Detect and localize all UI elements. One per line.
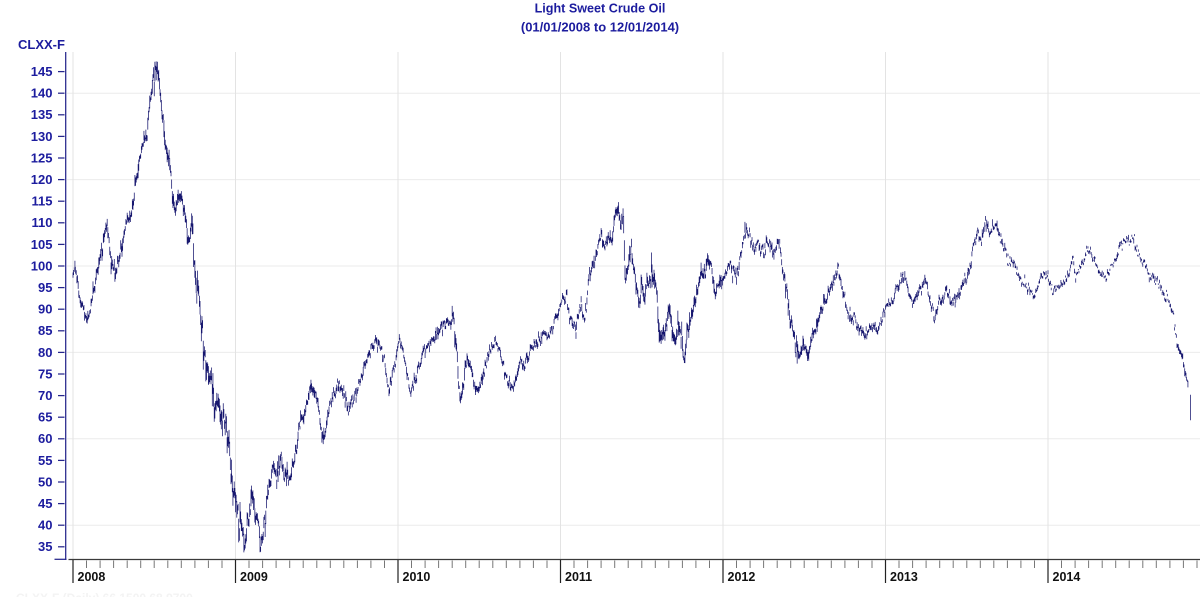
svg-text:40: 40 (38, 518, 52, 533)
svg-text:115: 115 (32, 194, 53, 209)
svg-text:95: 95 (38, 280, 52, 295)
svg-text:90: 90 (38, 302, 52, 317)
svg-text:55: 55 (38, 453, 52, 468)
svg-text:CLXX-F (Daily) 66.1500 68.97: CLXX-F (Daily) 66.1500 68.9700 (16, 591, 193, 597)
svg-text:60: 60 (38, 431, 52, 446)
svg-text:2014: 2014 (1053, 570, 1081, 584)
svg-text:75: 75 (38, 366, 52, 381)
svg-text:130: 130 (31, 129, 53, 144)
svg-text:2013: 2013 (890, 570, 918, 584)
svg-text:135: 135 (31, 107, 53, 122)
svg-text:120: 120 (31, 172, 53, 187)
svg-text:(01/01/2008 to 12/01/2014): (01/01/2008 to 12/01/2014) (521, 20, 679, 35)
svg-text:110: 110 (32, 215, 53, 230)
svg-text:140: 140 (31, 86, 53, 101)
svg-text:65: 65 (38, 410, 52, 425)
svg-text:50: 50 (38, 474, 52, 489)
svg-text:70: 70 (38, 388, 52, 403)
svg-text:45: 45 (38, 496, 52, 511)
svg-text:2009: 2009 (240, 570, 268, 584)
svg-text:CLXX-F: CLXX-F (18, 37, 65, 52)
svg-text:100: 100 (31, 258, 53, 273)
svg-text:2008: 2008 (78, 570, 106, 584)
svg-text:105: 105 (31, 237, 53, 252)
svg-text:85: 85 (38, 323, 52, 338)
svg-text:125: 125 (31, 150, 53, 165)
svg-text:2012: 2012 (728, 570, 756, 584)
svg-text:2011: 2011 (565, 570, 592, 584)
svg-text:35: 35 (38, 539, 52, 554)
svg-text:Light Sweet Crude Oil: Light Sweet Crude Oil (535, 2, 666, 16)
svg-text:2010: 2010 (403, 570, 431, 584)
svg-text:145: 145 (31, 64, 53, 79)
svg-text:80: 80 (38, 345, 52, 360)
